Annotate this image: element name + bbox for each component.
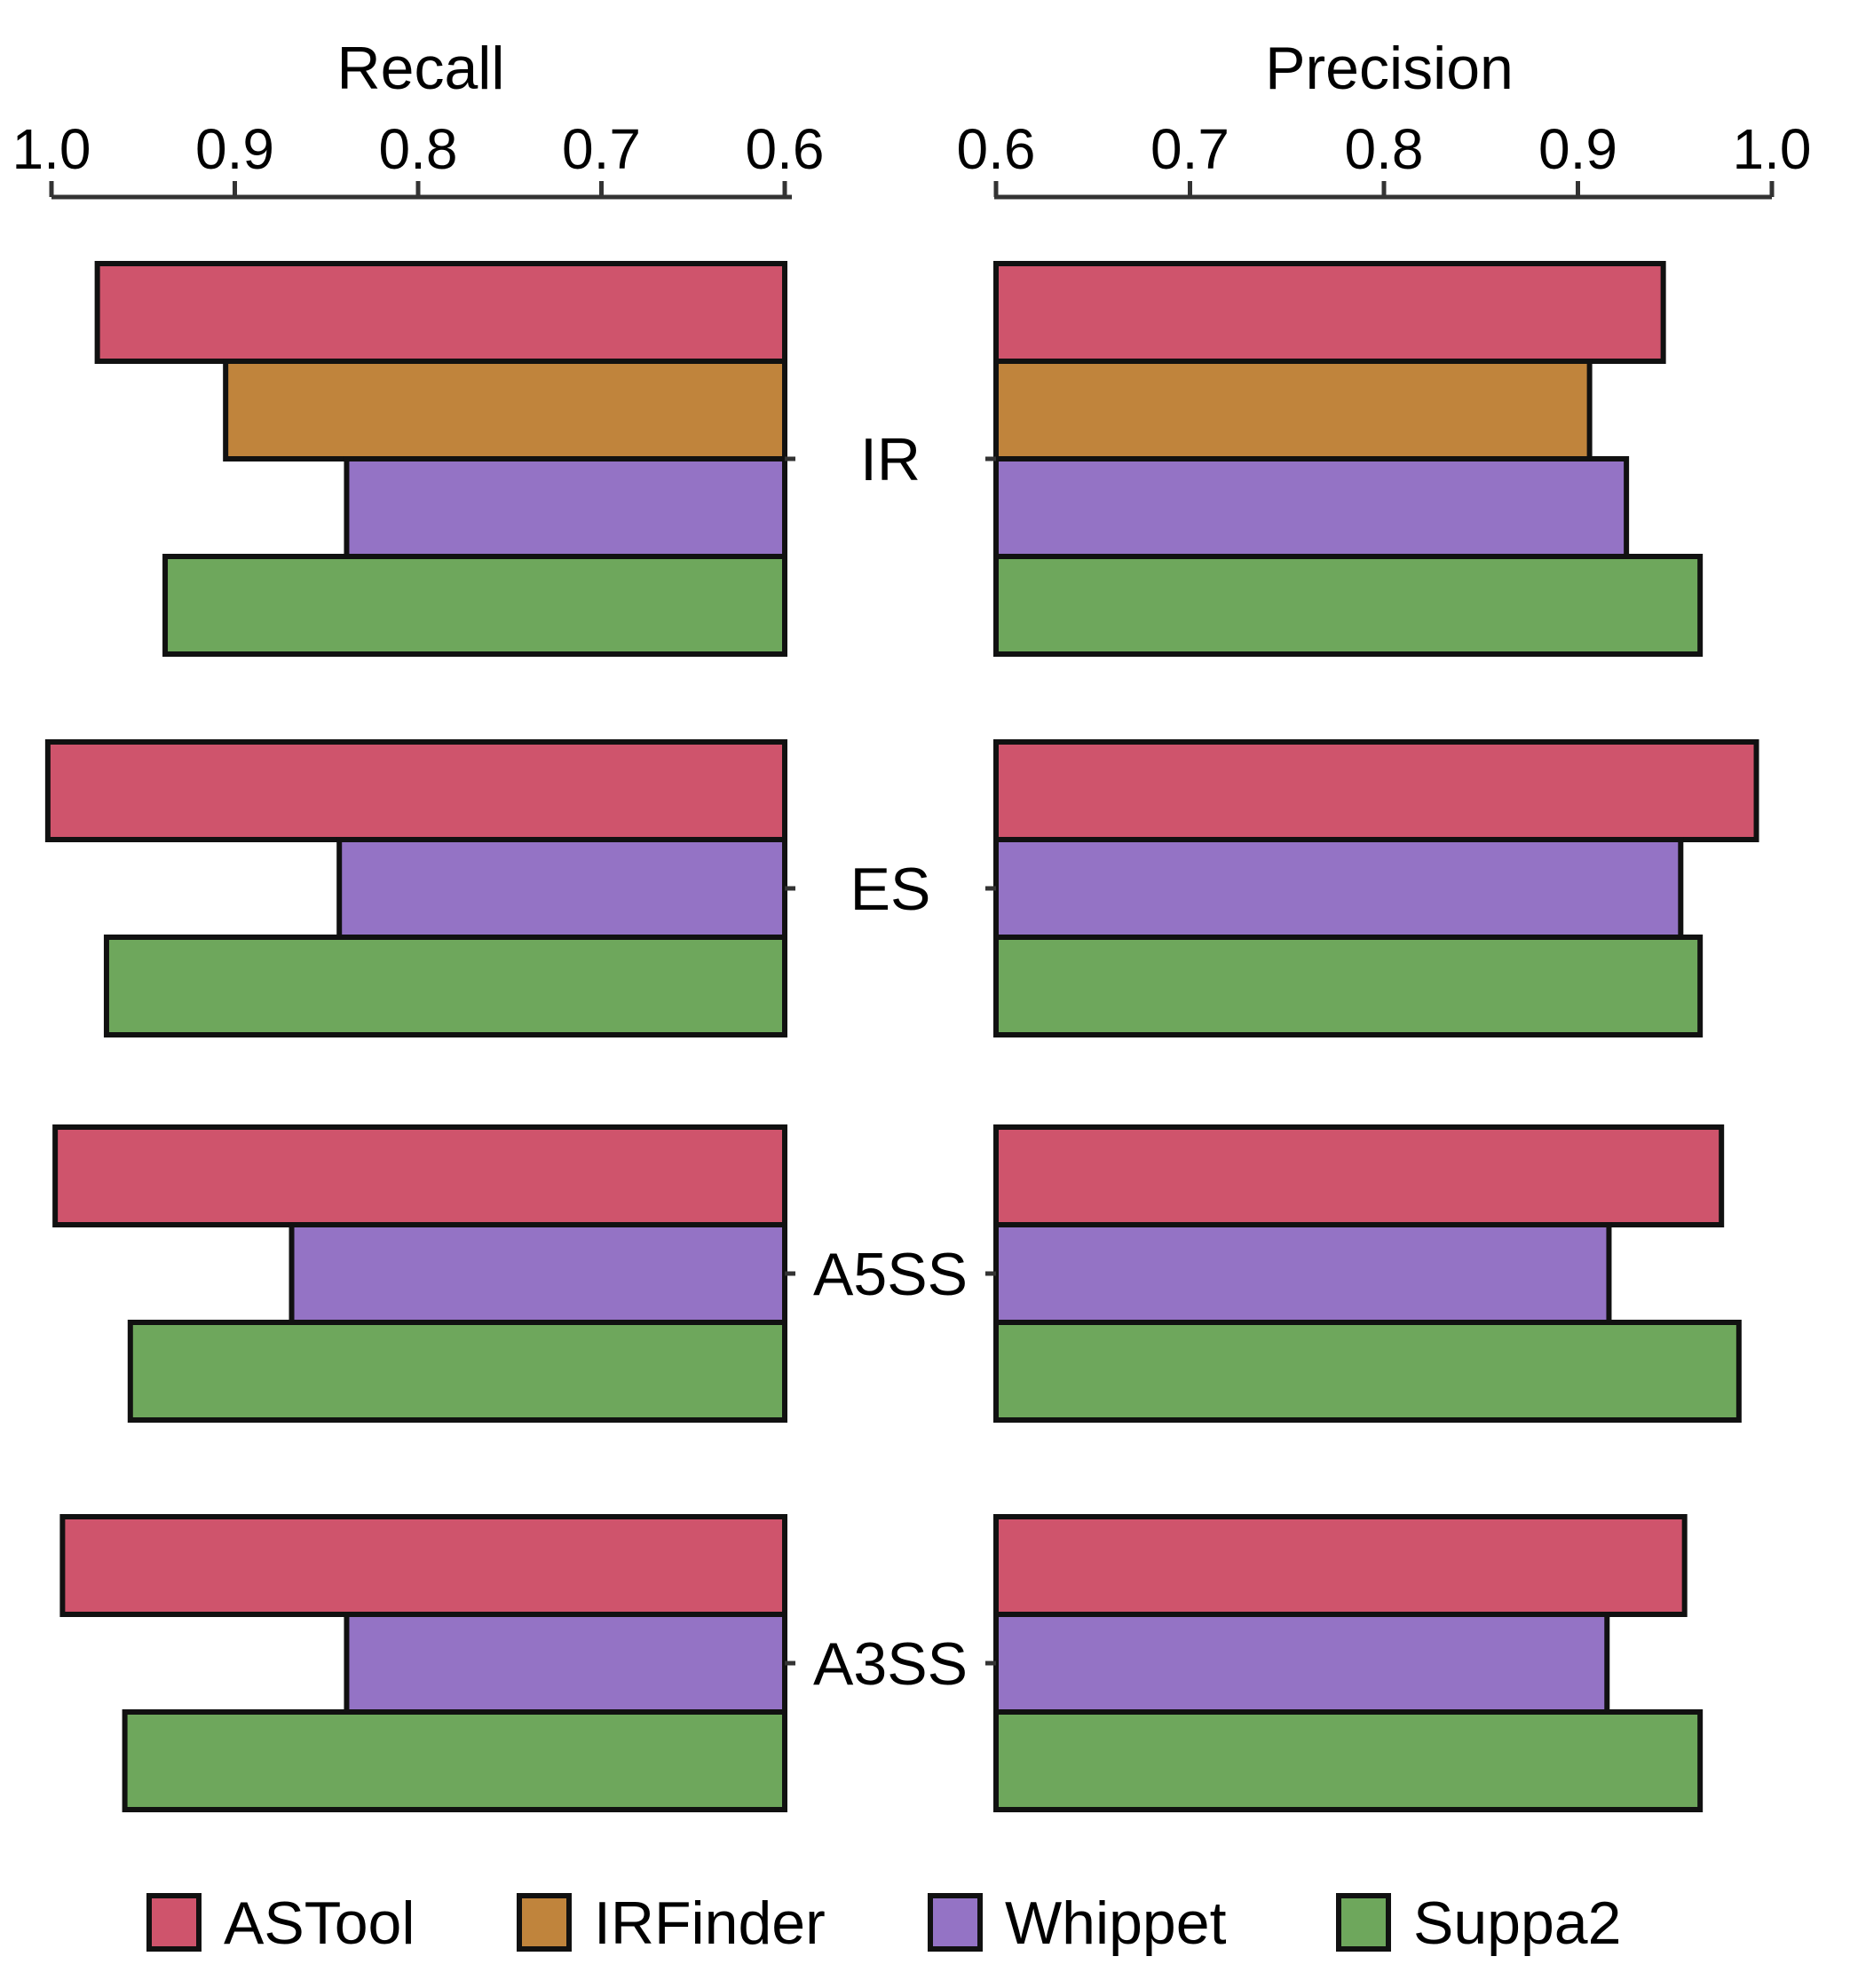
precision-bar-ir-astool <box>993 261 1666 364</box>
legend-swatch-suppa2 <box>1336 1893 1391 1952</box>
legend-label-astool: ASTool <box>224 1889 415 1957</box>
recall-bar-a3ss-whippet <box>344 1612 787 1715</box>
precision-bar-es-whippet <box>993 837 1684 940</box>
recall-tick-label-0-9: 0.9 <box>195 117 274 181</box>
recall-bar-a5ss-astool <box>52 1124 787 1227</box>
precision-bar-a5ss-suppa2 <box>993 1320 1742 1423</box>
category-labels: IR ES A5SS A3SS <box>785 426 996 1698</box>
legend: ASTool IRFinder Whippet Suppa2 <box>146 1889 1621 1957</box>
recall-bar-a5ss-whippet <box>289 1222 787 1325</box>
recall-bar-es-astool <box>44 739 788 842</box>
precision-bar-a3ss-astool <box>993 1514 1688 1617</box>
recall-bar-a5ss-suppa2 <box>127 1320 788 1423</box>
precision-bar-es-astool <box>993 739 1759 842</box>
recall-bar-ir-suppa2 <box>162 554 787 657</box>
precision-bar-a3ss-whippet <box>993 1612 1610 1715</box>
legend-swatch-astool <box>146 1893 202 1952</box>
precision-tick-label-0-9: 0.9 <box>1538 117 1617 181</box>
recall-bar-ir-astool <box>94 261 787 364</box>
recall-tick-label-1-0: 1.0 <box>12 117 91 181</box>
recall-axis-title: Recall <box>337 35 505 102</box>
recall-tick-label-0-8: 0.8 <box>379 117 458 181</box>
legend-swatch-irfinder <box>517 1893 572 1952</box>
recall-tick-label-0-6: 0.6 <box>746 117 825 181</box>
precision-tick-label-0-6: 0.6 <box>957 117 1036 181</box>
recall-bar-ir-whippet <box>344 456 787 559</box>
precision-tick-label-0-8: 0.8 <box>1345 117 1424 181</box>
recall-bar-ir-irfinder <box>223 359 788 462</box>
recall-bar-a3ss-suppa2 <box>122 1709 788 1812</box>
precision-bar-a5ss-whippet <box>993 1222 1612 1325</box>
precision-tick-label-0-7: 0.7 <box>1150 117 1229 181</box>
precision-bar-ir-irfinder <box>993 359 1593 462</box>
precision-bar-a3ss-suppa2 <box>993 1709 1704 1812</box>
recall-bar-es-suppa2 <box>103 935 787 1037</box>
recall-bar-a3ss-astool <box>59 1514 787 1617</box>
chart-marks: 1.0 0.9 0.8 0.7 0.6 0.6 0.7 0.8 0.9 1.0 <box>12 117 1812 1812</box>
precision-bar-a5ss-astool <box>993 1124 1725 1227</box>
recall-tick-label-0-7: 0.7 <box>562 117 641 181</box>
legend-swatch-whippet <box>928 1893 983 1952</box>
precision-bar-ir-suppa2 <box>993 554 1704 657</box>
category-label-ir: IR <box>860 426 921 493</box>
recall-bar-es-whippet <box>336 837 787 940</box>
precision-axis-title: Precision <box>1265 35 1514 102</box>
category-label-a5ss: A5SS <box>813 1241 968 1308</box>
category-label-a3ss: A3SS <box>813 1630 968 1698</box>
legend-label-irfinder: IRFinder <box>594 1889 826 1957</box>
legend-label-whippet: Whippet <box>1005 1889 1227 1957</box>
precision-tick-label-1-0: 1.0 <box>1733 117 1812 181</box>
legend-label-suppa2: Suppa2 <box>1413 1889 1621 1957</box>
precision-bar-ir-whippet <box>993 456 1630 559</box>
category-label-es: ES <box>850 856 931 923</box>
precision-bar-es-suppa2 <box>993 935 1704 1037</box>
